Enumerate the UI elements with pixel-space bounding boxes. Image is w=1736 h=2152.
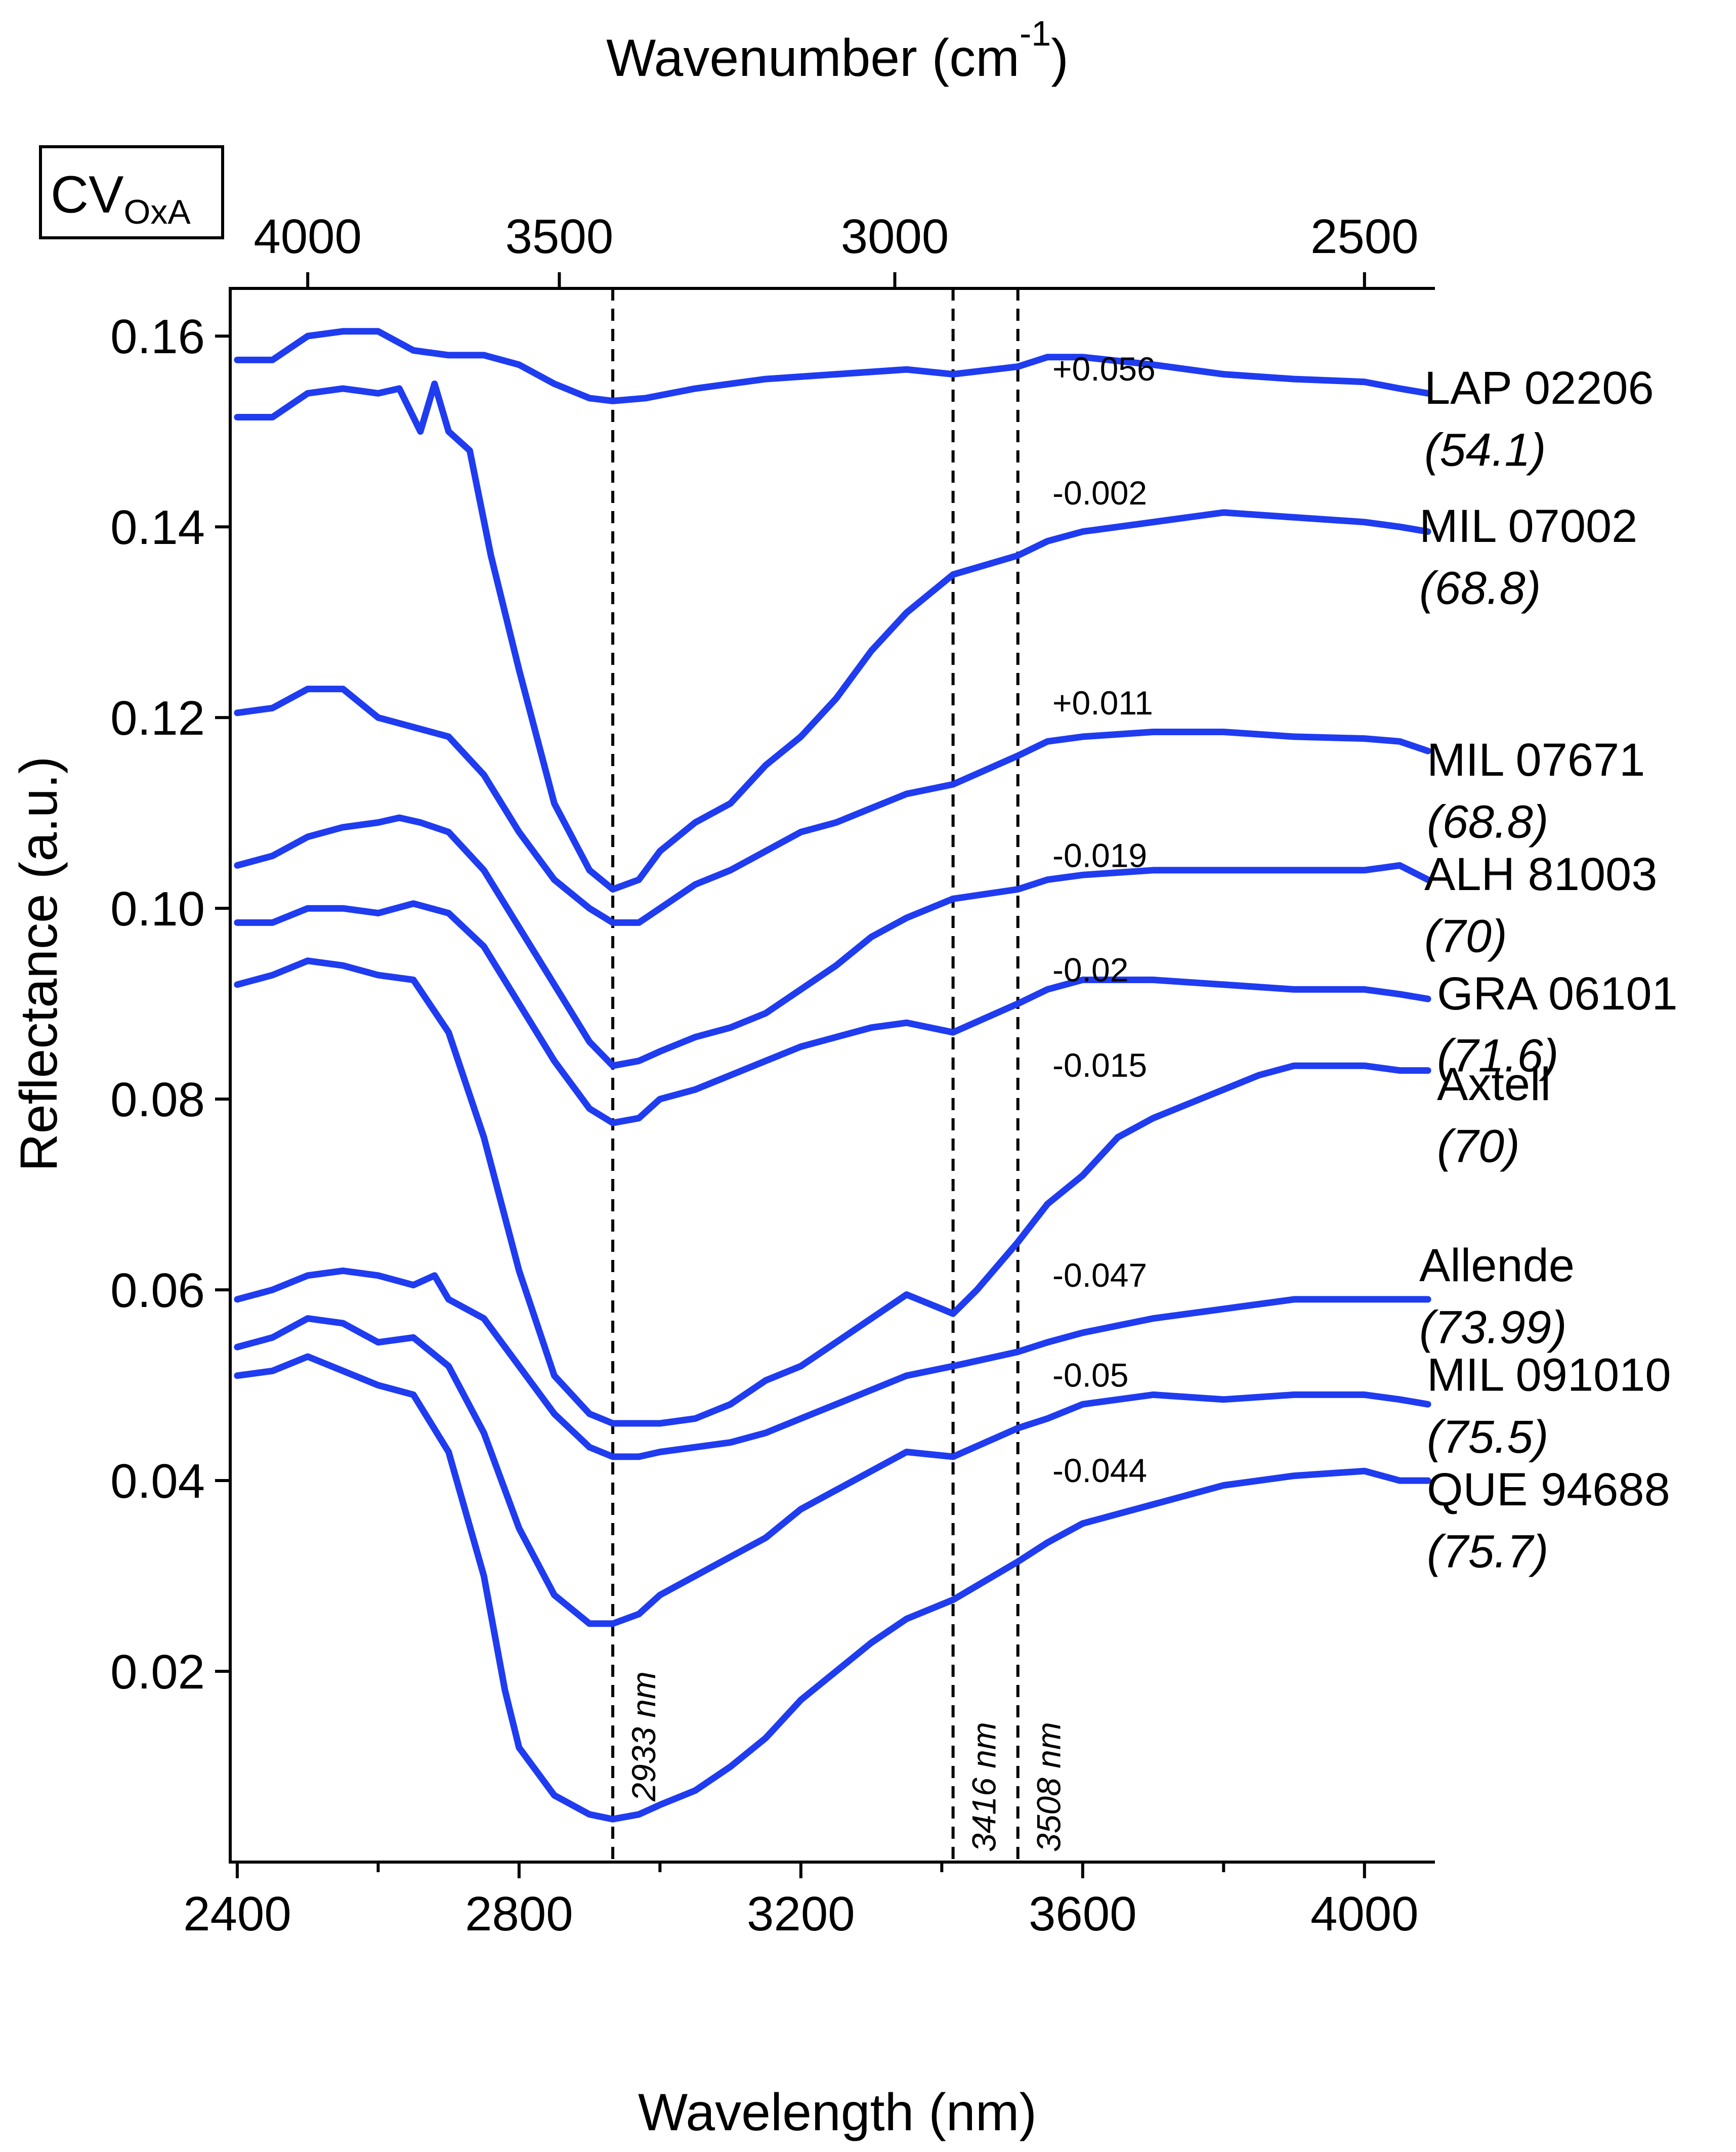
- x-tick-label: 2400: [183, 1887, 291, 1941]
- series-value-label: (75.7): [1427, 1526, 1548, 1577]
- x-tick-label: 4000: [1310, 1887, 1419, 1941]
- series-line: [234, 814, 1431, 1069]
- series-line: [234, 1267, 1431, 1460]
- x-tick-label: 3600: [1029, 1887, 1137, 1941]
- cv-main-text: CV: [51, 165, 123, 224]
- series-offset-label: +0.011: [1052, 684, 1153, 722]
- marker-label: 3508 nm: [1030, 1722, 1068, 1852]
- series-offset-label: -0.002: [1052, 474, 1147, 512]
- x-tick-label: 3200: [747, 1887, 855, 1941]
- x-ticks: 2400 2800 3200 3600 4000: [183, 1862, 1419, 1941]
- marker-lines: 2933 nm 3416 nm 3508 nm: [611, 288, 1068, 1862]
- series-value-label: (75.5): [1427, 1411, 1548, 1463]
- series-line: [234, 1353, 1431, 1823]
- x2-tick-label: 3000: [841, 209, 949, 264]
- series-name-label: MIL 091010: [1427, 1349, 1671, 1401]
- series-name-label: Axtell: [1437, 1059, 1551, 1110]
- series-value-label: (70): [1424, 911, 1507, 962]
- series-offset-label: -0.047: [1052, 1256, 1147, 1294]
- y-tick-label: 0.02: [110, 1645, 205, 1699]
- series-offset-label: -0.02: [1052, 951, 1128, 989]
- marker-label: 3416 nm: [965, 1722, 1003, 1852]
- y-tick-label: 0.04: [110, 1454, 205, 1508]
- y-tick-label: 0.06: [110, 1263, 205, 1318]
- y-ticks: 0.02 0.04 0.06 0.08 0.10 0.12 0.14 0.16: [110, 310, 230, 1699]
- series-line: [234, 1315, 1431, 1627]
- series-name-label: GRA 06101: [1437, 968, 1678, 1020]
- x-axis-title: Wavelength (nm): [638, 2083, 1037, 2142]
- series-line: [234, 381, 1431, 893]
- x2-ticks: 4000 3500 3000 2500: [253, 209, 1419, 288]
- series-name-label: MIL 07002: [1419, 500, 1637, 552]
- x2-tick-label: 4000: [253, 209, 362, 264]
- series-name-label: MIL 07671: [1427, 734, 1645, 786]
- y-axis-title: Reflectance (a.u.): [10, 756, 68, 1172]
- series-name-label: Allende: [1419, 1240, 1575, 1291]
- x2-axis-title: Wavenumber (cm-1): [606, 14, 1069, 88]
- series-offset-label: -0.044: [1052, 1452, 1147, 1489]
- x2-axis-title-close: ): [1051, 29, 1069, 88]
- series-line: [234, 900, 1431, 1126]
- series-offset-label: +0.056: [1052, 350, 1156, 388]
- marker-label: 2933 nm: [625, 1671, 662, 1802]
- x2-tick-label: 3500: [505, 209, 614, 264]
- y-tick-label: 0.16: [110, 310, 205, 364]
- series-line: [234, 957, 1431, 1427]
- x2-axis-title-main: Wavenumber (cm: [606, 29, 1020, 88]
- x2-axis-title-exp: -1: [1020, 14, 1051, 53]
- y-tick-label: 0.12: [110, 691, 205, 745]
- x-tick-label: 2800: [465, 1887, 573, 1941]
- y-tick-label: 0.14: [110, 500, 205, 555]
- series-value-label: (71.6): [1437, 1030, 1558, 1081]
- series-value-label: (54.1): [1424, 424, 1546, 476]
- cv-sub-text: OxA: [123, 193, 191, 231]
- series-name-label: LAP 02206: [1424, 362, 1654, 414]
- x2-tick-label: 2500: [1310, 209, 1419, 264]
- series-offset-label: -0.05: [1052, 1357, 1128, 1394]
- series-value-label: (70): [1437, 1120, 1520, 1172]
- series-group: LAP 02206 (54.1) +0.056 MIL 07002 (68.8) -0.0…: [234, 328, 1678, 1823]
- series-value-label: (73.99): [1419, 1301, 1567, 1353]
- series-offset-label: -0.015: [1052, 1046, 1147, 1084]
- series-offset-label: -0.019: [1052, 836, 1147, 874]
- series-line: [234, 328, 1431, 404]
- series-name-label: ALH 81003: [1424, 849, 1657, 900]
- cv-oxa-label: CVOxA: [51, 165, 191, 231]
- series-name-label: QUE 94688: [1427, 1464, 1670, 1515]
- series-value-label: (68.8): [1419, 563, 1541, 614]
- cv-oxa-box: CVOxA: [39, 145, 224, 239]
- series-value-label: (68.8): [1427, 796, 1548, 848]
- series-line: [234, 686, 1431, 926]
- y-tick-label: 0.10: [110, 882, 205, 936]
- y-tick-label: 0.08: [110, 1073, 205, 1127]
- cv-oxa-box-frame: [39, 145, 224, 239]
